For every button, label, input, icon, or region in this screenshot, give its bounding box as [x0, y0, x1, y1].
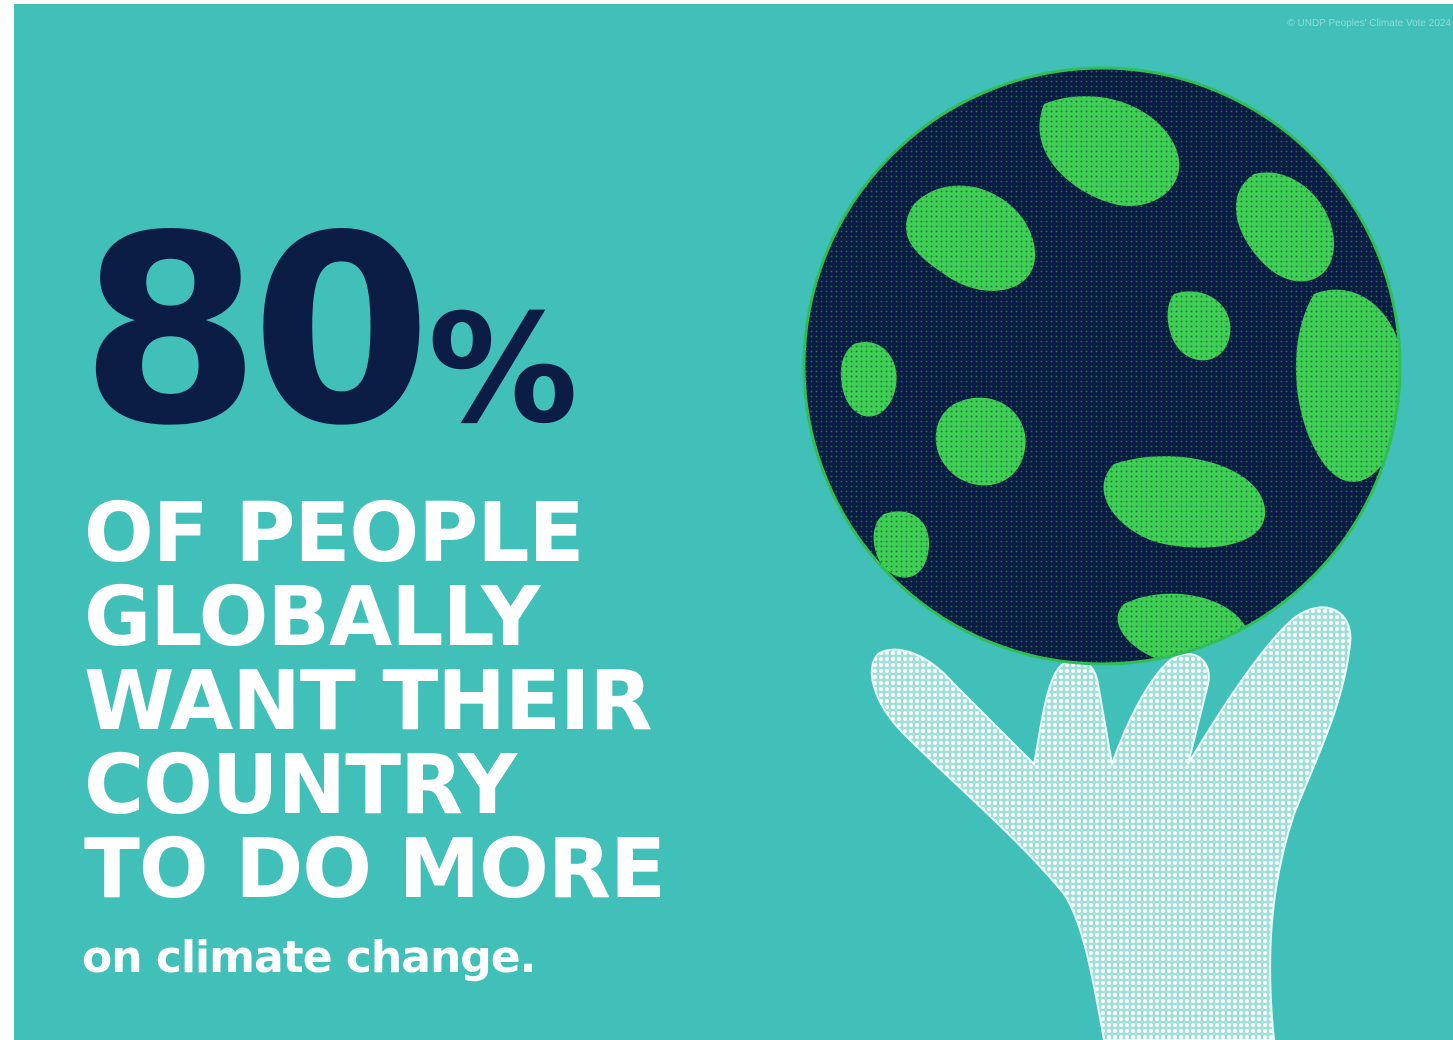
halftone-hand-icon — [870, 606, 1352, 1040]
halftone-globe-icon — [802, 66, 1402, 666]
poster: © UNDP Peoples' Climate Vote 2024 80% OF… — [14, 4, 1453, 1040]
headline-stat: 80% — [80, 202, 578, 462]
headline-line: OF PEOPLE — [84, 486, 584, 581]
stat-number: 80 — [80, 181, 432, 483]
subline-text: on climate change. — [82, 932, 536, 983]
stat-percent-sign: % — [427, 283, 579, 457]
headline-line: COUNTRY — [84, 738, 517, 833]
headline-line: WANT THEIR — [84, 654, 653, 749]
headline-line: GLOBALLY — [84, 570, 540, 665]
copyright-credit: © UNDP Peoples' Climate Vote 2024 — [1287, 18, 1451, 29]
illustration — [802, 66, 1402, 1040]
headline-line: TO DO MORE — [84, 822, 666, 917]
headline-text: OF PEOPLE GLOBALLY WANT THEIR COUNTRY TO… — [84, 492, 764, 912]
